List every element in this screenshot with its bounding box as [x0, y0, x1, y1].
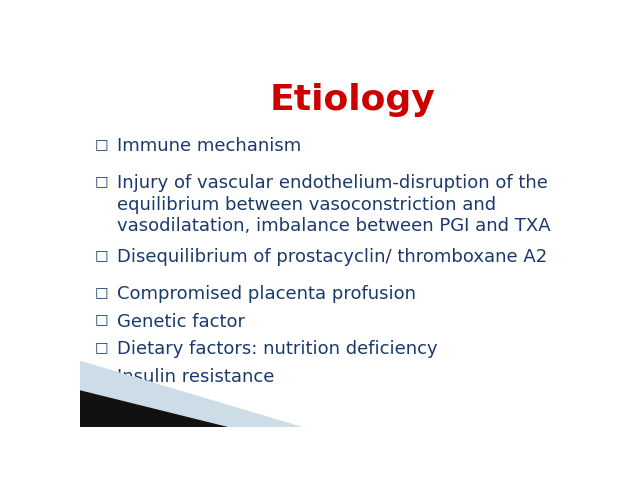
Text: Compromised placenta profusion: Compromised placenta profusion — [117, 285, 416, 303]
Text: Dietary factors: nutrition deficiency: Dietary factors: nutrition deficiency — [117, 340, 438, 359]
Text: Etiology: Etiology — [270, 84, 436, 118]
Text: □: □ — [95, 312, 109, 326]
Text: Disequilibrium of prostacyclin/ thromboxane A2: Disequilibrium of prostacyclin/ thrombox… — [117, 248, 547, 266]
Polygon shape — [80, 390, 229, 427]
Text: □: □ — [95, 137, 109, 151]
Text: □: □ — [95, 248, 109, 262]
Text: Genetic factor: Genetic factor — [117, 312, 245, 331]
Text: □: □ — [95, 340, 109, 354]
Text: □: □ — [95, 174, 109, 188]
Polygon shape — [80, 360, 303, 427]
Text: Immune mechanism: Immune mechanism — [117, 137, 301, 155]
Text: Injury of vascular endothelium-disruption of the
equilibrium between vasoconstri: Injury of vascular endothelium-disruptio… — [117, 174, 551, 235]
Text: Insulin resistance: Insulin resistance — [117, 368, 275, 386]
Text: □: □ — [95, 368, 109, 382]
Text: □: □ — [95, 285, 109, 299]
